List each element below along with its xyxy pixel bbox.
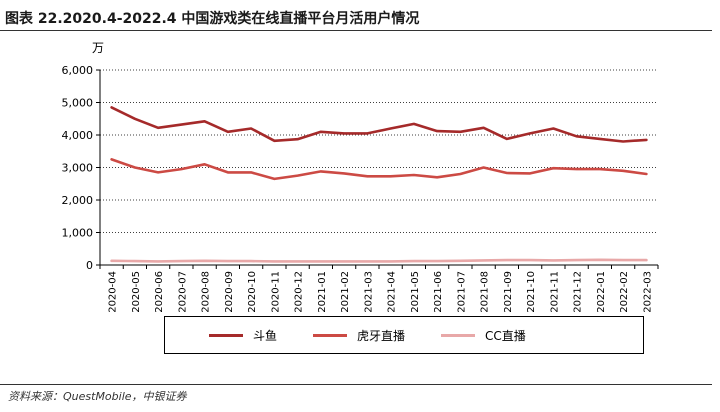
legend-swatch-huya [313,334,347,337]
x-tick-label: 2021-07 [456,271,467,313]
x-tick-label: 2020-08 [201,271,212,313]
x-tick-label: 2021-01 [317,271,328,313]
x-tick-label: 2020-10 [247,271,258,313]
x-tick-label: 2021-02 [340,271,351,313]
x-tick-label: 2020-09 [224,271,235,313]
y-unit-label: 万 [92,41,104,55]
source-note: 资料来源：QuestMobile，中银证券 [8,390,187,403]
legend-label-cc: CC直播 [485,329,526,343]
legend-swatch-douyu [209,334,243,337]
y-tick-label: 0 [86,259,93,272]
legend-item-cc: CC直播 [441,327,526,344]
x-tick-label: 2020-07 [177,271,188,313]
y-tick-label: 4,000 [62,129,94,142]
x-tick-label: 2022-02 [619,271,630,313]
legend-item-douyu: 斗鱼 [209,327,277,344]
x-tick-label: 2021-08 [480,271,491,313]
legend-item-huya: 虎牙直播 [313,327,405,344]
title-divider [0,30,712,31]
x-tick-label: 2021-03 [363,271,374,313]
x-tick-label: 2021-11 [549,271,560,313]
y-tick-label: 3,000 [62,162,94,175]
y-tick-label: 1,000 [62,227,94,240]
x-tick-label: 2021-09 [503,271,514,313]
x-tick-label: 2020-06 [154,271,165,313]
figure-title: 图表 22.2020.4-2022.4 中国游戏类在线直播平台月活用户情况 [5,11,420,27]
series-line-douyu [110,106,648,143]
x-tick-label: 2022-01 [596,271,607,313]
y-tick-label: 6,000 [62,64,94,77]
x-tick-label: 2020-05 [131,271,142,313]
y-tick-label: 5,000 [62,97,94,110]
legend-label-douyu: 斗鱼 [253,329,278,343]
x-tick-label: 2021-06 [433,271,444,313]
series-line-huya [110,158,648,181]
x-tick-label: 2021-05 [410,271,421,313]
x-tick-label: 2022-03 [642,271,653,313]
x-tick-label: 2020-12 [294,271,305,313]
x-tick-label: 2021-10 [526,271,537,313]
x-tick-label: 2021-12 [573,271,584,313]
y-tick-label: 2,000 [62,194,94,207]
legend-swatch-cc [441,334,475,337]
x-tick-label: 2020-11 [270,271,281,313]
chart-legend: 斗鱼 虎牙直播 CC直播 [164,316,644,354]
x-tick-label: 2020-04 [108,271,119,313]
legend-label-huya: 虎牙直播 [357,329,406,343]
series-line-cc [110,258,648,263]
x-tick-label: 2021-04 [387,271,398,313]
source-divider [0,384,712,385]
